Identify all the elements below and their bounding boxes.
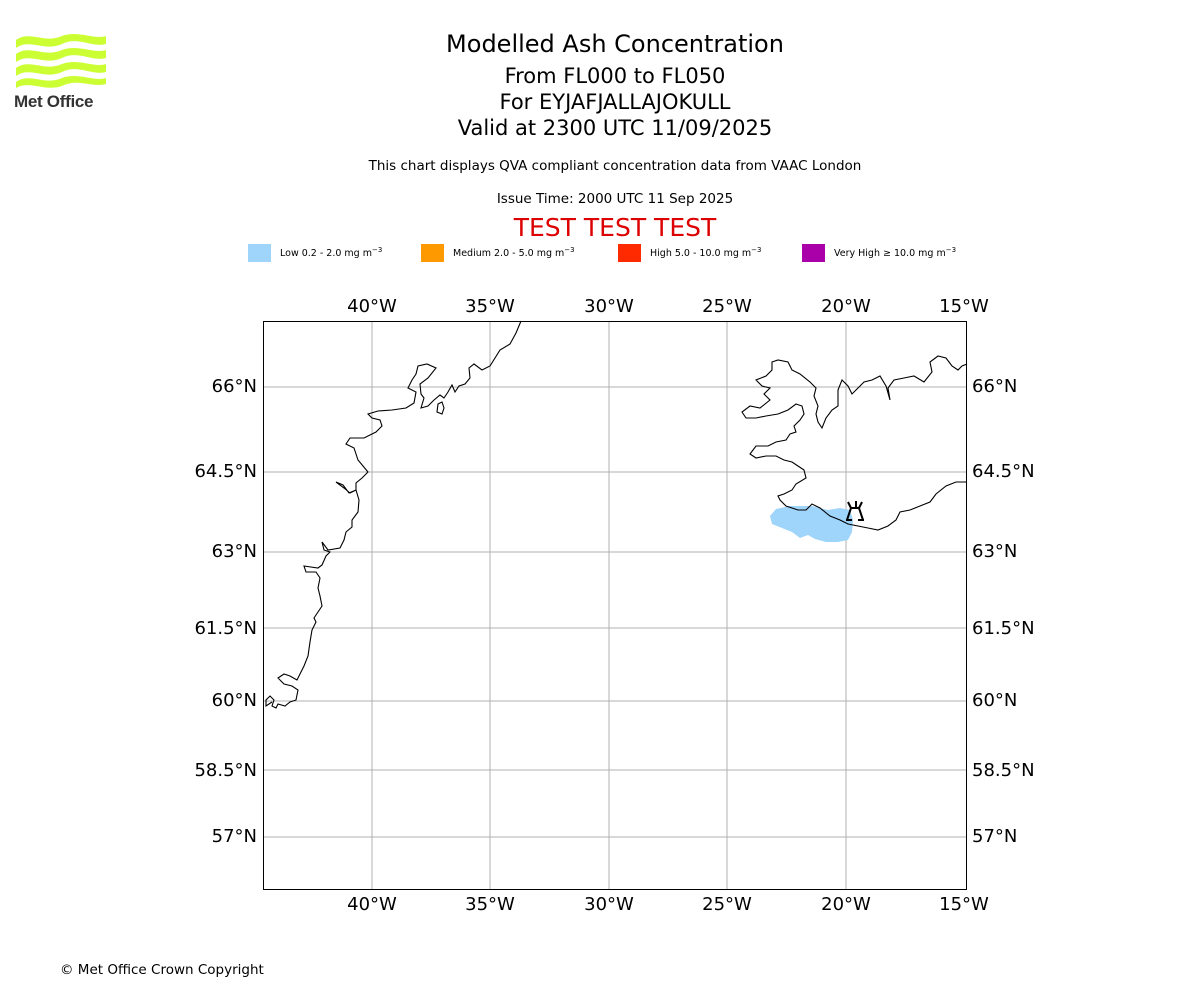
valid-time: Valid at 2300 UTC 11/09/2025 — [457, 116, 773, 140]
latitude-labels-right: 66°N 64.5°N 63°N 61.5°N 60°N 58.5°N 57°N — [972, 376, 1035, 847]
legend-item-medium: Medium 2.0 - 5.0 mg m−3 — [421, 244, 575, 262]
volcano-icon — [846, 501, 864, 521]
lat-label-left: 64.5°N — [194, 461, 257, 482]
issue-time: Issue Time: 2000 UTC 11 Sep 2025 — [496, 191, 734, 207]
lon-label-top: 40°W — [347, 296, 397, 317]
flight-level-range: From FL000 to FL050 — [504, 64, 726, 88]
met-office-logo — [16, 34, 106, 88]
lon-label-top: 30°W — [584, 296, 634, 317]
lon-label-bottom: 35°W — [465, 894, 515, 915]
lat-label-left: 63°N — [212, 541, 257, 562]
lat-label-right: 63°N — [972, 541, 1017, 562]
legend-label-high: High 5.0 - 10.0 mg m — [650, 248, 752, 260]
chart-title: Modelled Ash Concentration — [446, 30, 784, 58]
legend-item-very-high: Very High ≥ 10.0 mg m−3 — [802, 244, 956, 262]
lat-label-left: 57°N — [212, 826, 257, 847]
lon-label-top: 35°W — [465, 296, 515, 317]
met-office-logo-text: Met Office — [14, 92, 94, 111]
legend-swatch-medium — [421, 244, 444, 262]
lon-label-bottom: 25°W — [702, 894, 752, 915]
lon-label-top: 15°W — [939, 296, 989, 317]
iceland-coastline — [741, 355, 968, 531]
lat-label-right: 64.5°N — [972, 461, 1035, 482]
legend-swatch-low — [248, 244, 271, 262]
lat-label-right: 58.5°N — [972, 760, 1035, 781]
lat-label-right: 66°N — [972, 376, 1017, 397]
ash-concentration-area-low — [770, 506, 853, 542]
legend-item-high: High 5.0 - 10.0 mg m−3 — [618, 244, 762, 262]
legend-label-medium: Medium 2.0 - 5.0 mg m — [453, 248, 565, 260]
lat-label-right: 61.5°N — [972, 618, 1035, 639]
greenland-island — [436, 401, 445, 415]
lon-label-bottom: 40°W — [347, 894, 397, 915]
greenland-coastline — [265, 320, 522, 709]
legend-swatch-high — [618, 244, 641, 262]
map-gridlines — [263, 321, 967, 890]
lon-label-bottom: 15°W — [939, 894, 989, 915]
legend-label-low: Low 0.2 - 2.0 mg m — [280, 248, 372, 260]
lon-label-bottom: 30°W — [584, 894, 634, 915]
latitude-labels-left: 66°N 64.5°N 63°N 61.5°N 60°N 58.5°N 57°N — [194, 376, 257, 847]
legend-swatch-very-high — [802, 244, 825, 262]
longitude-labels-top: 40°W 35°W 30°W 25°W 20°W 15°W — [347, 296, 989, 317]
lon-label-bottom: 20°W — [821, 894, 871, 915]
lon-label-top: 20°W — [821, 296, 871, 317]
lat-label-right: 60°N — [972, 690, 1017, 711]
lat-label-left: 58.5°N — [194, 760, 257, 781]
volcano-name: For EYJAFJALLAJOKULL — [499, 90, 731, 114]
lat-label-left: 60°N — [212, 690, 257, 711]
copyright-notice: © Met Office Crown Copyright — [60, 962, 264, 978]
concentration-legend: Low 0.2 - 2.0 mg m−3 Medium 2.0 - 5.0 mg… — [248, 244, 1008, 264]
lat-label-right: 57°N — [972, 826, 1017, 847]
map-frame — [263, 321, 967, 890]
legend-label-very-high: Very High ≥ 10.0 mg m — [834, 248, 946, 260]
lat-label-left: 61.5°N — [194, 618, 257, 639]
legend-item-low: Low 0.2 - 2.0 mg m−3 — [248, 244, 382, 262]
test-banner: TEST TEST TEST — [513, 213, 717, 242]
chart-description: This chart displays QVA compliant concen… — [368, 158, 862, 174]
longitude-labels-bottom: 40°W 35°W 30°W 25°W 20°W 15°W — [347, 894, 989, 915]
lat-label-left: 66°N — [212, 376, 257, 397]
lon-label-top: 25°W — [702, 296, 752, 317]
